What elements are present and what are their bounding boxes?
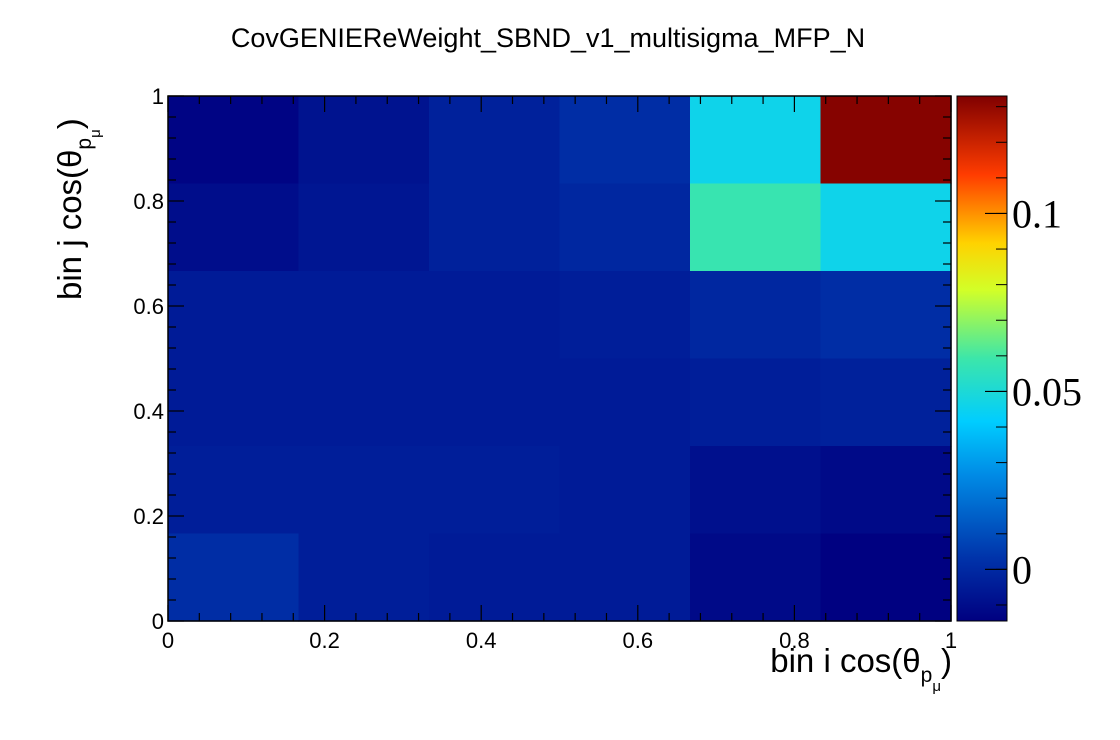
heatmap-cell: [820, 533, 952, 622]
colorbar-tick-label: 0.05: [1012, 369, 1082, 414]
heatmap-cell: [820, 271, 952, 360]
plot-frame: [167, 95, 952, 622]
heatmap-cell: [690, 96, 822, 185]
x-tick-label: 0.2: [309, 628, 340, 653]
heatmap-cell: [559, 183, 691, 272]
axis-ticks: 0 0.2 0.4 0.6 0.8 1 0 0.2 0.4 0.6 0.8 1: [133, 84, 957, 653]
heatmap-cells: [168, 96, 952, 622]
heatmap-cell: [820, 358, 952, 447]
heatmap-cell: [690, 358, 822, 447]
y-tick-label: 0.6: [133, 294, 164, 319]
colorbar-tick-label: 0: [1012, 547, 1032, 592]
heatmap-cell: [820, 183, 952, 272]
heatmap-cell: [559, 358, 691, 447]
heatmap-cell: [429, 446, 561, 535]
heatmap-cell: [429, 533, 561, 622]
chart-title: CovGENIEReWeight_SBND_v1_multisigma_MFP_…: [231, 23, 865, 53]
heatmap-cell: [168, 358, 300, 447]
x-tick-label: 0.4: [466, 628, 497, 653]
heatmap-cell: [298, 183, 430, 272]
heatmap-cell: [168, 183, 300, 272]
heatmap-cell: [429, 183, 561, 272]
heatmap-cell: [559, 533, 691, 622]
heatmap-cell: [429, 358, 561, 447]
y-axis-label: bin j cos(θpμ): [51, 118, 104, 300]
heatmap-cell: [559, 96, 691, 185]
y-tick-label: 0.2: [133, 504, 164, 529]
heatmap-cell: [298, 446, 430, 535]
x-tick-label: 1: [945, 628, 957, 653]
heatmap-cell: [690, 271, 822, 360]
colorbar-ticks: 0 0.05 0.1: [985, 106, 1082, 606]
y-tick-label: 0: [152, 609, 164, 634]
colorbar-frame: [956, 95, 1008, 622]
heatmap-cell: [429, 96, 561, 185]
heatmap-cell: [690, 446, 822, 535]
heatmap-cell: [298, 358, 430, 447]
heatmap-cell: [298, 271, 430, 360]
heatmap-cell: [559, 271, 691, 360]
x-tick-label: 0: [162, 628, 174, 653]
heatmap-cell: [168, 446, 300, 535]
heatmap-cell: [820, 96, 952, 185]
heatmap-cell: [690, 183, 822, 272]
y-tick-label: 0.4: [133, 399, 164, 424]
heatmap-cell: [820, 446, 952, 535]
heatmap-cell: [168, 271, 300, 360]
heatmap-cell: [298, 533, 430, 622]
heatmap-cell: [168, 96, 300, 185]
colorbar-tick-label: 0.1: [1012, 191, 1062, 236]
x-tick-label: 0.6: [623, 628, 654, 653]
heatmap-cell: [168, 533, 300, 622]
y-tick-label: 1: [152, 84, 164, 109]
colorbar: [957, 96, 1007, 621]
heatmap-cell: [429, 271, 561, 360]
x-axis-label: bin i cos(θpμ): [770, 642, 952, 695]
heatmap-cell: [690, 533, 822, 622]
heatmap-cell: [298, 96, 430, 185]
y-tick-label: 0.8: [133, 189, 164, 214]
heatmap-cell: [559, 446, 691, 535]
x-tick-label: 0.8: [779, 628, 810, 653]
